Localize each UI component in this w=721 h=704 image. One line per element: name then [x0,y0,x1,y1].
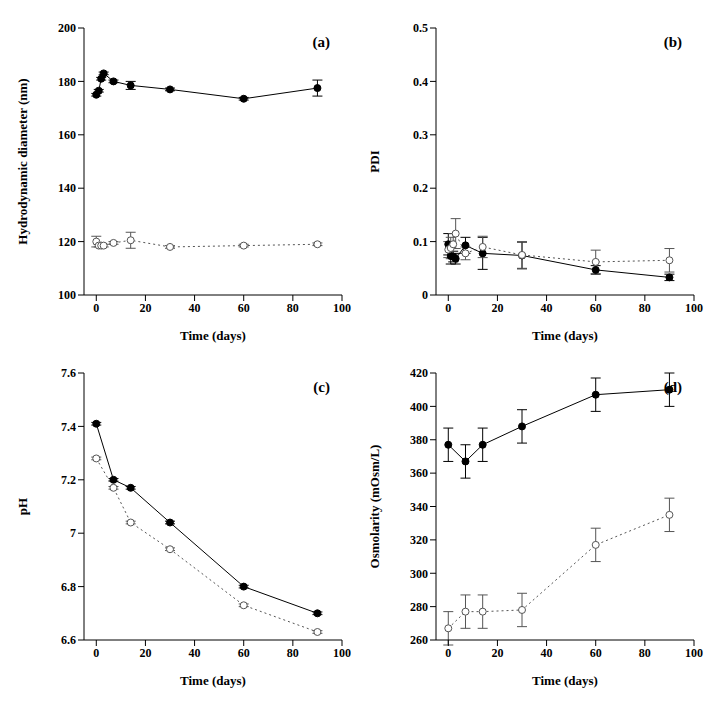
svg-text:0: 0 [422,288,428,302]
svg-text:7.6: 7.6 [61,366,76,380]
svg-text:Osmolarity (mOsm/L): Osmolarity (mOsm/L) [367,445,382,569]
svg-text:Time (days): Time (days) [180,328,246,343]
svg-text:40: 40 [541,646,553,660]
svg-text:280: 280 [410,600,428,614]
svg-text:0.1: 0.1 [413,235,428,249]
svg-text:0.4: 0.4 [413,75,428,89]
svg-text:100: 100 [333,301,351,315]
svg-text:100: 100 [685,646,703,660]
svg-text:7.2: 7.2 [61,473,76,487]
svg-text:180: 180 [58,75,76,89]
svg-text:0: 0 [93,646,99,660]
svg-text:320: 320 [410,533,428,547]
svg-text:20: 20 [139,301,151,315]
svg-text:pH: pH [15,498,30,515]
svg-text:40: 40 [189,646,201,660]
svg-text:Time (days): Time (days) [532,673,598,688]
svg-text:60: 60 [590,301,602,315]
svg-text:80: 80 [639,646,651,660]
svg-text:PDI: PDI [367,150,382,172]
svg-text:Time (days): Time (days) [180,673,246,688]
svg-text:0.5: 0.5 [413,21,428,35]
svg-text:0.2: 0.2 [413,181,428,195]
svg-text:80: 80 [287,646,299,660]
svg-text:40: 40 [189,301,201,315]
svg-text:20: 20 [139,646,151,660]
svg-text:420: 420 [410,366,428,380]
svg-text:300: 300 [410,567,428,581]
svg-text:0: 0 [93,301,99,315]
svg-text:80: 80 [639,301,651,315]
svg-text:360: 360 [410,466,428,480]
svg-text:60: 60 [238,646,250,660]
svg-text:7: 7 [70,526,76,540]
svg-text:Hydrodynamic diameter (nm): Hydrodynamic diameter (nm) [15,78,30,244]
svg-text:7.4: 7.4 [61,420,76,434]
svg-text:6.6: 6.6 [61,633,76,647]
html-text:(c): (c) [313,379,330,395]
svg-text:20: 20 [491,646,503,660]
svg-text:0.3: 0.3 [413,128,428,142]
svg-text:260: 260 [410,633,428,647]
svg-text:100: 100 [58,288,76,302]
svg-text:100: 100 [333,646,351,660]
svg-text:140: 140 [58,181,76,195]
svg-text:80: 80 [287,301,299,315]
svg-text:20: 20 [491,301,503,315]
svg-text:6.8: 6.8 [61,580,76,594]
svg-text:340: 340 [410,500,428,514]
html-text:(a): (a) [312,34,330,50]
svg-text:400: 400 [410,400,428,414]
svg-text:0: 0 [445,301,451,315]
svg-text:160: 160 [58,128,76,142]
svg-text:40: 40 [541,301,553,315]
svg-text:200: 200 [58,21,76,35]
html-text:(b): (b) [663,34,682,50]
svg-text:380: 380 [410,433,428,447]
svg-text:0: 0 [445,646,451,660]
svg-text:100: 100 [685,301,703,315]
svg-text:Time (days): Time (days) [532,328,598,343]
svg-text:60: 60 [238,301,250,315]
html-text:(d): (d) [663,379,682,395]
svg-text:60: 60 [590,646,602,660]
svg-text:120: 120 [58,235,76,249]
